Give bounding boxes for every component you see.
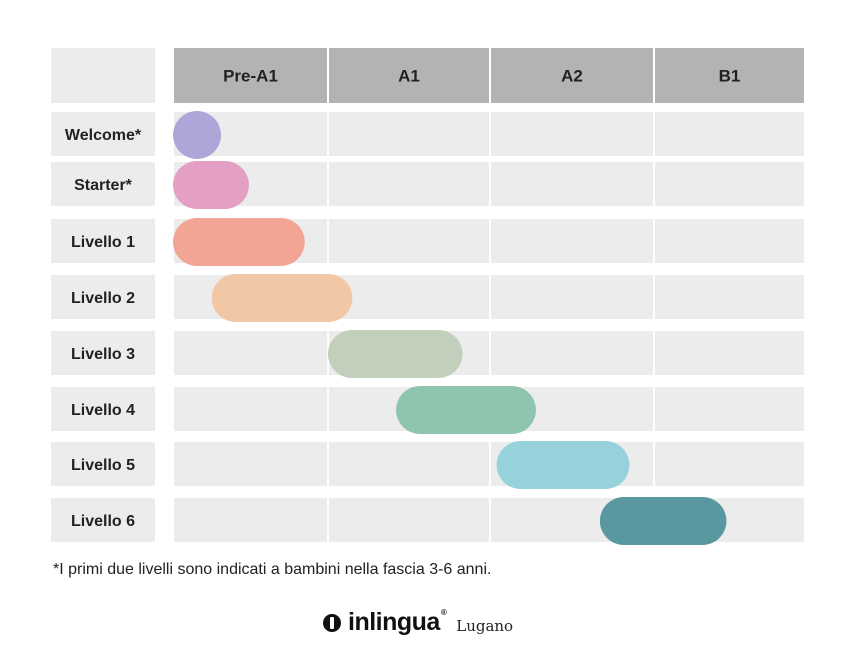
row-label: Livello 5	[71, 457, 135, 474]
grid-cell	[655, 162, 804, 206]
grid-cell	[491, 331, 653, 375]
level-bar	[173, 218, 305, 266]
row-label-cell	[51, 112, 155, 156]
grid-cell	[491, 162, 653, 206]
row-label: Livello 6	[71, 513, 135, 530]
grid-cell	[174, 498, 327, 542]
row-label: Livello 4	[71, 402, 135, 419]
level-bar	[173, 111, 221, 159]
row-label-cell	[51, 331, 155, 375]
level-bar	[599, 497, 727, 545]
column-header-cell	[655, 48, 804, 103]
level-bar	[173, 161, 249, 209]
column-header-label: A1	[398, 67, 420, 86]
row-label: Starter*	[74, 177, 133, 194]
level-bar	[211, 274, 353, 322]
grid-cell	[655, 219, 804, 263]
grid-cell	[174, 331, 327, 375]
registered-mark: ®	[440, 608, 447, 617]
row-label-cell	[51, 387, 155, 431]
grid-cell	[174, 387, 327, 431]
brand-name: inlingua®	[348, 608, 447, 636]
row-label: Livello 1	[71, 234, 135, 251]
column-header-cell	[329, 48, 489, 103]
column-header-cell	[491, 48, 653, 103]
grid-cell	[655, 275, 804, 319]
grid-cell	[329, 219, 489, 263]
inlingua-logo-icon	[323, 613, 341, 632]
grid-cell	[329, 442, 489, 486]
row-label: Livello 3	[71, 346, 135, 363]
grid-cell	[491, 219, 653, 263]
row-label-cell	[51, 162, 155, 206]
row-label: Livello 2	[71, 290, 135, 307]
row-label-cell	[51, 275, 155, 319]
footnote: *I primi due livelli sono indicati a bam…	[53, 561, 492, 578]
grid-cell	[655, 442, 804, 486]
brand-city: Lugano	[456, 616, 514, 635]
level-bar	[396, 386, 536, 434]
grid-cell	[329, 275, 489, 319]
grid-cell	[655, 112, 804, 156]
row-label-cell	[51, 498, 155, 542]
column-header-label: Pre-A1	[223, 67, 278, 86]
level-chart: Pre-A1 A1 A2 B1 Welcome* Starter* Livello 1 Liv…	[51, 48, 804, 545]
grid-cell	[329, 162, 489, 206]
row-label-cell	[51, 219, 155, 263]
row-label-cell	[51, 442, 155, 486]
column-header-cell	[174, 48, 327, 103]
grid-cell	[329, 498, 489, 542]
grid-cell	[655, 331, 804, 375]
brand-logo: inlingua® Lugano	[322, 608, 513, 637]
grid-cell	[655, 387, 804, 431]
grid-cell	[491, 112, 653, 156]
grid-cell	[174, 442, 327, 486]
column-header-label: B1	[719, 67, 741, 86]
header-corner-cell	[51, 48, 155, 103]
grid-cell	[329, 112, 489, 156]
grid-cell	[491, 275, 653, 319]
row-label: Welcome*	[65, 127, 142, 144]
level-bar	[328, 330, 463, 378]
column-header-label: A2	[561, 67, 583, 86]
level-bar	[496, 441, 630, 489]
